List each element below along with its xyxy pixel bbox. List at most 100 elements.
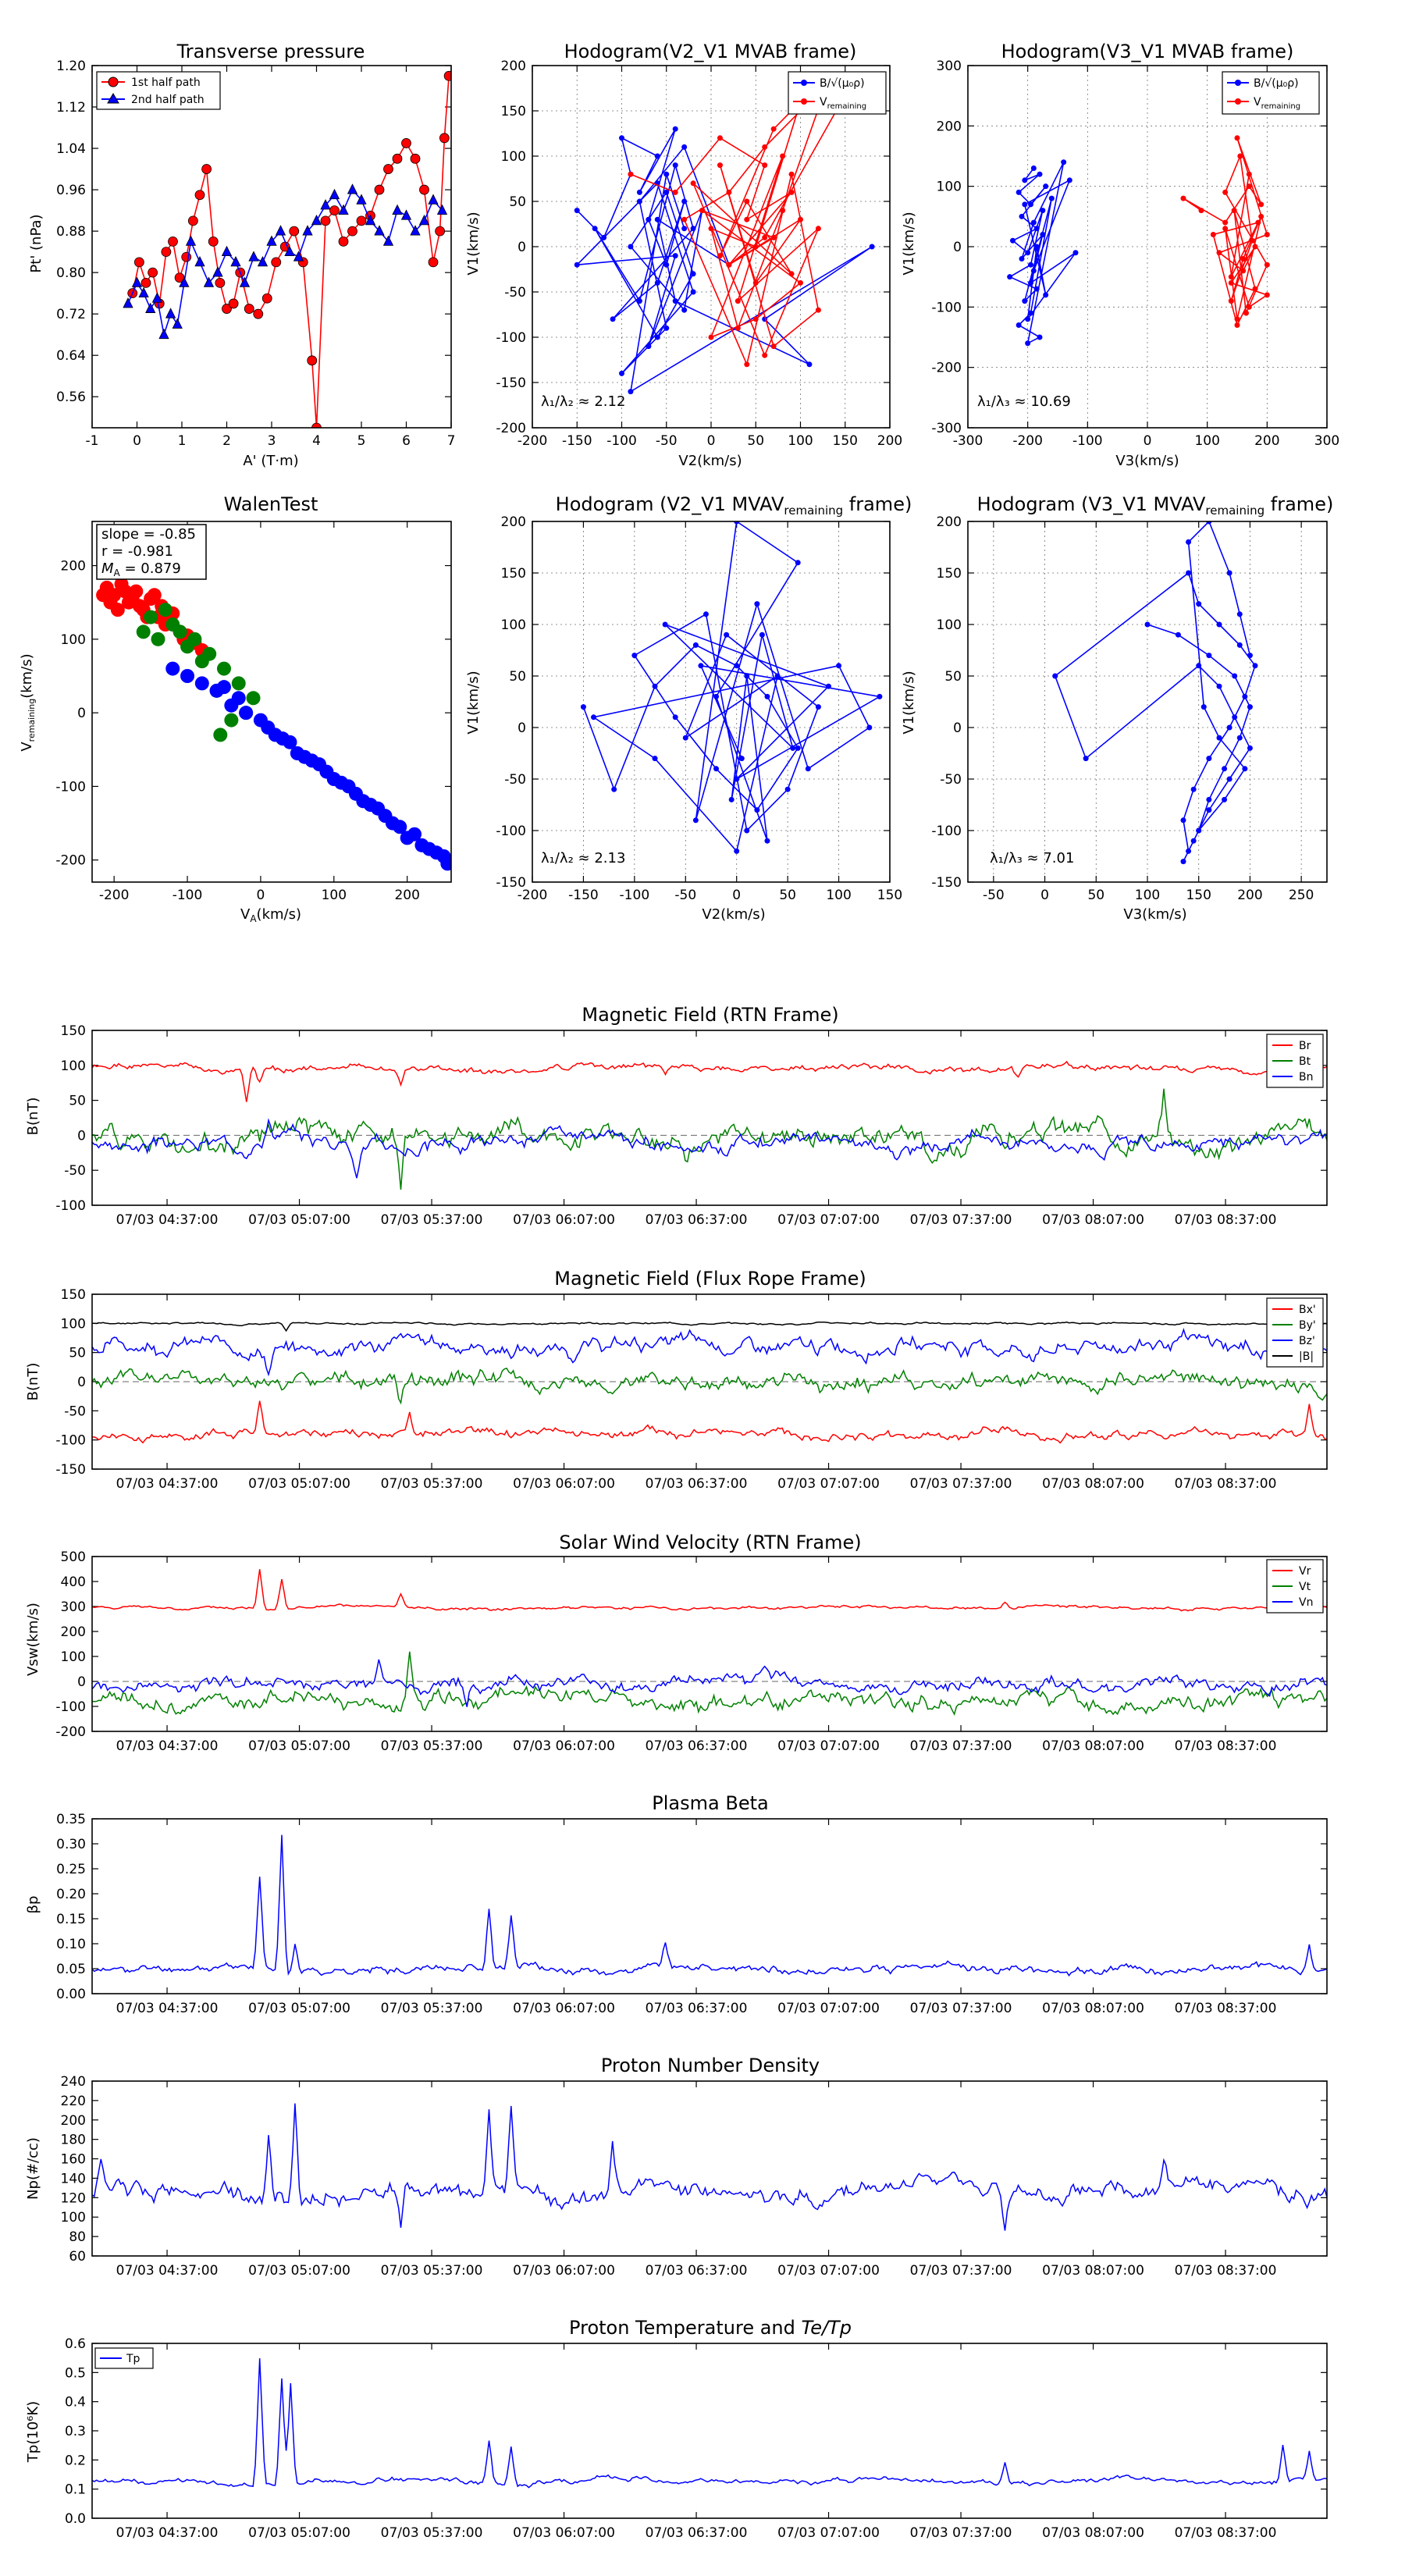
data-point (1022, 298, 1028, 304)
y-tick-label: 100 (501, 617, 526, 633)
y-tick-label: 0 (953, 720, 962, 736)
y-tick-label: 100 (61, 2210, 86, 2226)
data-point (815, 704, 821, 710)
data-point (654, 334, 660, 340)
y-tick-label: 0.30 (56, 1837, 86, 1852)
data-point (770, 126, 777, 132)
data-point (663, 325, 670, 331)
y-tick-label: 0.0 (65, 2511, 86, 2527)
data-point (1200, 704, 1207, 710)
data-point (216, 661, 231, 676)
panel-hodogram-v3-v1-mvav: Hodogram (V3_V1 MVAVremaining frame) -50… (901, 493, 1333, 923)
series-line-0 (1008, 162, 1076, 345)
y-tick-label: 0.3 (65, 2424, 86, 2439)
data-point (401, 138, 411, 148)
data-point (611, 786, 617, 792)
data-point (1206, 653, 1212, 659)
x-tick-label: 07/03 06:07:00 (513, 1738, 615, 1754)
data-point (654, 153, 660, 159)
data-point (1025, 340, 1031, 347)
x-tick-label: -200 (518, 433, 548, 449)
data-point (1043, 183, 1049, 190)
data-point (1242, 766, 1248, 772)
y-tick-label: 100 (61, 1316, 86, 1332)
data-point (410, 225, 421, 236)
plot-area (92, 1060, 1327, 1190)
y-tick-label: -100 (931, 300, 962, 315)
data-point (790, 745, 796, 751)
x-tick-label: 07/03 07:07:00 (777, 1476, 880, 1492)
x-tick-label: 07/03 07:37:00 (910, 2263, 1012, 2279)
data-point (187, 215, 198, 226)
data-point (392, 153, 403, 164)
data-point (244, 304, 254, 314)
y-tick-label: 120 (61, 2190, 86, 2206)
series-line-b (92, 1321, 1327, 1332)
legend-frame (788, 71, 887, 115)
data-point (1240, 268, 1247, 274)
x-tick-label: 07/03 05:07:00 (248, 1476, 350, 1492)
x-tick-label: 07/03 06:07:00 (513, 1212, 615, 1228)
x-tick-label: 150 (833, 433, 858, 449)
data-point (744, 827, 750, 834)
data-point (825, 683, 831, 689)
series-line-0 (575, 128, 873, 393)
y-tick-label: -150 (931, 875, 962, 891)
y-tick-label: 0 (77, 706, 86, 721)
y-tick-label: -100 (496, 824, 526, 839)
data-point (1228, 274, 1234, 280)
data-point (148, 267, 158, 278)
x-tick-label: 300 (1314, 433, 1339, 449)
data-point (194, 190, 205, 201)
x-tick-label: 200 (1237, 888, 1262, 903)
y-tick-label: 300 (937, 59, 962, 74)
series-line-tp (92, 2358, 1327, 2489)
x-tick-label: 07/03 08:37:00 (1175, 1738, 1277, 1754)
panel-title: Proton Number Density (601, 2055, 820, 2076)
data-point (1180, 817, 1186, 824)
data-point (194, 654, 209, 669)
data-point (713, 693, 720, 699)
data-point (1030, 219, 1037, 226)
y-tick-label: -300 (931, 421, 962, 436)
series-line-0 (582, 521, 882, 853)
y-tick-label: 0.35 (56, 1812, 86, 1827)
x-tick-label: 07/03 04:37:00 (116, 2525, 219, 2541)
data-point (1234, 322, 1240, 329)
y-axis-label: Vremaining(km/s) (19, 653, 37, 751)
y-tick-label: 200 (61, 1624, 86, 1640)
x-tick-label: 3 (268, 433, 276, 449)
data-point (1033, 226, 1040, 232)
data-point (1030, 165, 1037, 171)
data-point (222, 304, 232, 314)
data-point (1246, 304, 1252, 310)
data-point (1222, 226, 1229, 232)
panel-solar-wind-velocity: Solar Wind Velocity (RTN Frame) 07/03 04… (25, 1532, 1328, 1754)
panel-hodogram-v2-v1-mvab: Hodogram(V2_V1 MVAB frame) -200 -150 -100-… (465, 41, 902, 469)
x-tick-label: 07/03 08:37:00 (1175, 1476, 1277, 1492)
data-point (1066, 177, 1072, 183)
y-tick-label: 0.20 (56, 1887, 86, 1902)
data-point (762, 144, 768, 150)
data-point (347, 226, 357, 237)
data-point (1236, 735, 1243, 741)
x-tick-label: 100 (1194, 433, 1219, 449)
data-point (290, 746, 304, 760)
data-point (1236, 611, 1243, 617)
series-line-np (92, 2103, 1327, 2231)
data-point (654, 279, 660, 286)
series-line-bn (92, 1118, 1327, 1179)
data-point (1037, 334, 1043, 340)
x-tick-label: 100 (1135, 888, 1160, 903)
series-line-vr (92, 1569, 1327, 1612)
data-point (574, 262, 580, 268)
stats-box: slope = -0.85 r = -0.981 MA = 0.879 (96, 524, 207, 580)
data-point (302, 225, 313, 236)
x-tick-label: 07/03 08:07:00 (1042, 1738, 1144, 1754)
x-tick-label: -150 (568, 888, 599, 903)
x-tick-label: -100 (606, 433, 637, 449)
panel-title: Hodogram(V3_V1 MVAB frame) (1001, 41, 1294, 62)
data-point (329, 205, 340, 216)
legend-label-bmag: |B| (1299, 1350, 1314, 1363)
x-tick-label: 0 (257, 888, 265, 903)
